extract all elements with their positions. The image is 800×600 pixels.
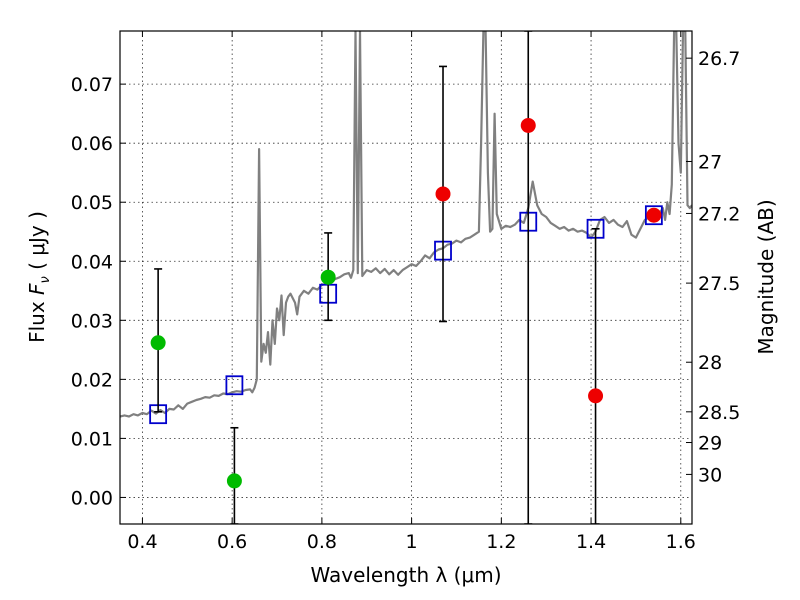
observed-flux-point	[150, 335, 166, 351]
y2-tick-label: 27.2	[698, 203, 740, 225]
x-tick-label: 0.4	[127, 531, 157, 553]
axes: 0.4 0.6 0.8 1 1.2 1.4 1.6 0.00 0.01 0.02 0.03 0.04 0…	[71, 31, 740, 553]
x-tick-label: 0.6	[217, 531, 247, 553]
observed-flux-point	[520, 117, 536, 133]
y-tick-label: 0.04	[71, 251, 113, 273]
x-tick-label: 0.8	[307, 531, 337, 553]
y2-tick-label: 29	[698, 433, 722, 455]
y-tick-label: 0.00	[71, 487, 113, 509]
x-tick-label: 1.4	[576, 531, 606, 553]
observed-flux-point	[646, 207, 662, 223]
model-flux-square	[225, 375, 244, 396]
plot-frame	[119, 30, 693, 525]
y-tick-label: 0.02	[71, 369, 113, 391]
y2-axis-label: Magnitude (AB)	[754, 199, 778, 354]
y2-tick-label: 28	[698, 352, 722, 374]
y-axis-label: Flux Fν ( μJy )	[25, 211, 53, 343]
y2-tick-label: 27	[698, 151, 722, 173]
y2-tick-label: 26.7	[698, 48, 740, 70]
y-tick-label: 0.03	[71, 310, 113, 332]
model-flux-square	[644, 205, 663, 226]
y-tick-label: 0.07	[71, 74, 113, 96]
y-tick-label: 0.05	[71, 192, 113, 214]
x-tick-label: 1.2	[486, 531, 516, 553]
data-layer	[120, 31, 692, 524]
observed-flux-point	[320, 269, 336, 285]
observed-flux-point	[226, 473, 242, 489]
x-tick-label: 1.6	[666, 531, 696, 553]
y2-tick-label: 30	[698, 464, 722, 486]
model-spectrum-line	[120, 31, 692, 418]
x-axis-label: Wavelength λ (μm)	[310, 563, 501, 587]
y-tick-label: 0.06	[71, 133, 113, 155]
observed-flux-point	[588, 388, 604, 404]
observed-flux-point	[435, 186, 451, 202]
y2-tick-label: 28.5	[698, 402, 740, 424]
y-tick-label: 0.01	[71, 428, 113, 450]
grid	[120, 31, 692, 524]
y2-tick-label: 27.5	[698, 273, 740, 295]
x-tick-label: 1	[406, 531, 418, 553]
